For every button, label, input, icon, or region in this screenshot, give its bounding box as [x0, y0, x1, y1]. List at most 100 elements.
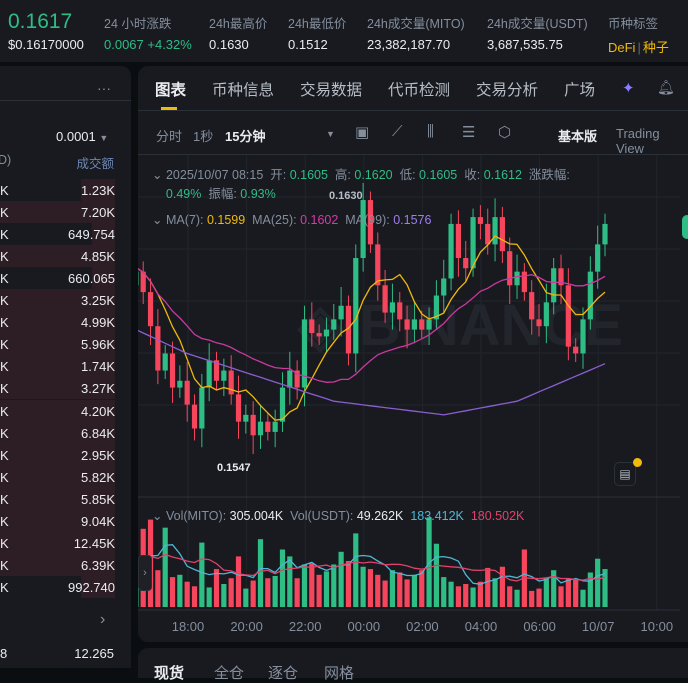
volume-bar — [463, 584, 468, 607]
indicator-icon[interactable]: ⟋ — [392, 123, 403, 140]
col-header: D) — [0, 153, 11, 167]
volume-bar — [404, 579, 409, 607]
candle-body — [536, 319, 541, 326]
candle-body — [463, 258, 468, 268]
candle-body — [448, 224, 453, 279]
row-left: K — [0, 271, 9, 286]
tag-defi[interactable]: DeFi — [608, 40, 635, 55]
volume-bar — [397, 573, 402, 608]
candle-body — [500, 217, 505, 251]
notes-icon[interactable]: ▤ — [614, 462, 636, 486]
precision-select[interactable]: 0.0001 ▼ — [56, 129, 108, 144]
candle-type-icon[interactable]: ⫼ — [427, 123, 434, 140]
tab-chart[interactable]: 图表 — [155, 78, 186, 100]
row-left: K — [0, 381, 9, 396]
volume-bar — [214, 569, 219, 607]
candle-body — [148, 292, 153, 326]
volume-bar — [207, 587, 212, 607]
tab-token-check[interactable]: 代币检测 — [388, 78, 450, 100]
row-left: K — [0, 514, 9, 529]
volume-bar — [368, 569, 373, 607]
tab-isolated[interactable]: 逐仓 — [268, 662, 298, 683]
volume-bar — [199, 543, 204, 607]
volume-bar — [500, 567, 505, 607]
settings-list-icon[interactable]: ☰ — [462, 123, 475, 141]
row-left: K — [0, 337, 9, 352]
volume-bar — [478, 582, 483, 607]
candle-body — [309, 319, 314, 333]
scroll-left-button[interactable]: › — [138, 555, 152, 591]
tab-square[interactable]: 广场 — [564, 78, 595, 100]
row-amount: 5.82K — [81, 470, 115, 485]
stat-label: 24h最低价 — [288, 13, 346, 32]
volume-bar — [243, 589, 248, 607]
tab-analysis[interactable]: 交易分析 — [476, 78, 538, 100]
x-tick-label: 04:00 — [465, 619, 498, 634]
volume-bar — [346, 561, 351, 607]
stat-value: 0.1630 — [209, 37, 249, 52]
tab-trade-data[interactable]: 交易数据 — [300, 78, 362, 100]
candle-body — [185, 381, 190, 405]
basic-view-button[interactable]: 基本版 — [558, 126, 597, 145]
notification-dot — [633, 458, 642, 467]
volume-bar — [265, 578, 270, 607]
stat-label: 24 小时涨跌 — [104, 13, 171, 32]
tag-seed[interactable]: 种子 — [643, 40, 669, 55]
tab-grid[interactable]: 网格 — [324, 662, 354, 683]
tradingview-button[interactable]: Trading View — [616, 126, 688, 156]
row-left: K — [0, 470, 9, 485]
stat-label: 24h成交量(MITO) — [367, 13, 465, 32]
stat-label: 24h最高价 — [209, 13, 267, 32]
row-amount: 7.20K — [81, 205, 115, 220]
candle-body — [361, 200, 366, 258]
price-usd: $0.16170000 — [8, 37, 84, 52]
volume-bar — [456, 586, 461, 607]
bell-icon[interactable]: 🔔︎ — [657, 79, 675, 96]
tab-coin-info[interactable]: 币种信息 — [212, 78, 274, 100]
col-header-amount: 成交额 — [76, 153, 114, 172]
candle-body — [273, 422, 278, 432]
row-left: 8 — [0, 646, 7, 661]
expand-icon[interactable]: › — [100, 611, 105, 629]
row-left: K — [0, 448, 9, 463]
x-tick-label: 02:00 — [406, 619, 439, 634]
interval-1s[interactable]: 1秒 — [193, 126, 213, 145]
interval-timeline[interactable]: 分时 — [156, 126, 182, 145]
volume-bar — [251, 581, 256, 607]
volume-bar — [353, 533, 358, 607]
volume-bar — [470, 587, 475, 607]
tab-cross[interactable]: 全仓 — [214, 662, 244, 683]
row-left: K — [0, 426, 9, 441]
row-left: K — [0, 580, 9, 595]
order-tabs: 现货 全仓 逐仓 网格 — [138, 648, 688, 678]
row-amount: 12.45K — [74, 536, 115, 551]
volume-bar — [287, 556, 292, 607]
candle-body — [192, 405, 197, 429]
candle-body — [163, 353, 168, 370]
volume-bar — [390, 570, 395, 607]
calendar-icon[interactable]: ▣ — [355, 123, 369, 141]
interval-15m[interactable]: 15分钟 — [225, 126, 265, 145]
row-left: K — [0, 359, 9, 374]
candle-body — [207, 360, 212, 387]
volume-bar — [595, 559, 600, 607]
volume-bar — [507, 586, 512, 607]
ai-sparkle-icon[interactable]: ✦ — [622, 79, 635, 97]
x-tick-label: 10:00 — [641, 619, 674, 634]
hexagon-icon[interactable]: ⬡ — [498, 123, 511, 141]
volume-bar — [558, 586, 563, 607]
interval-dropdown-icon[interactable]: ▼ — [326, 129, 335, 139]
tab-spot[interactable]: 现货 — [154, 662, 184, 683]
more-icon[interactable]: ··· — [97, 80, 111, 96]
